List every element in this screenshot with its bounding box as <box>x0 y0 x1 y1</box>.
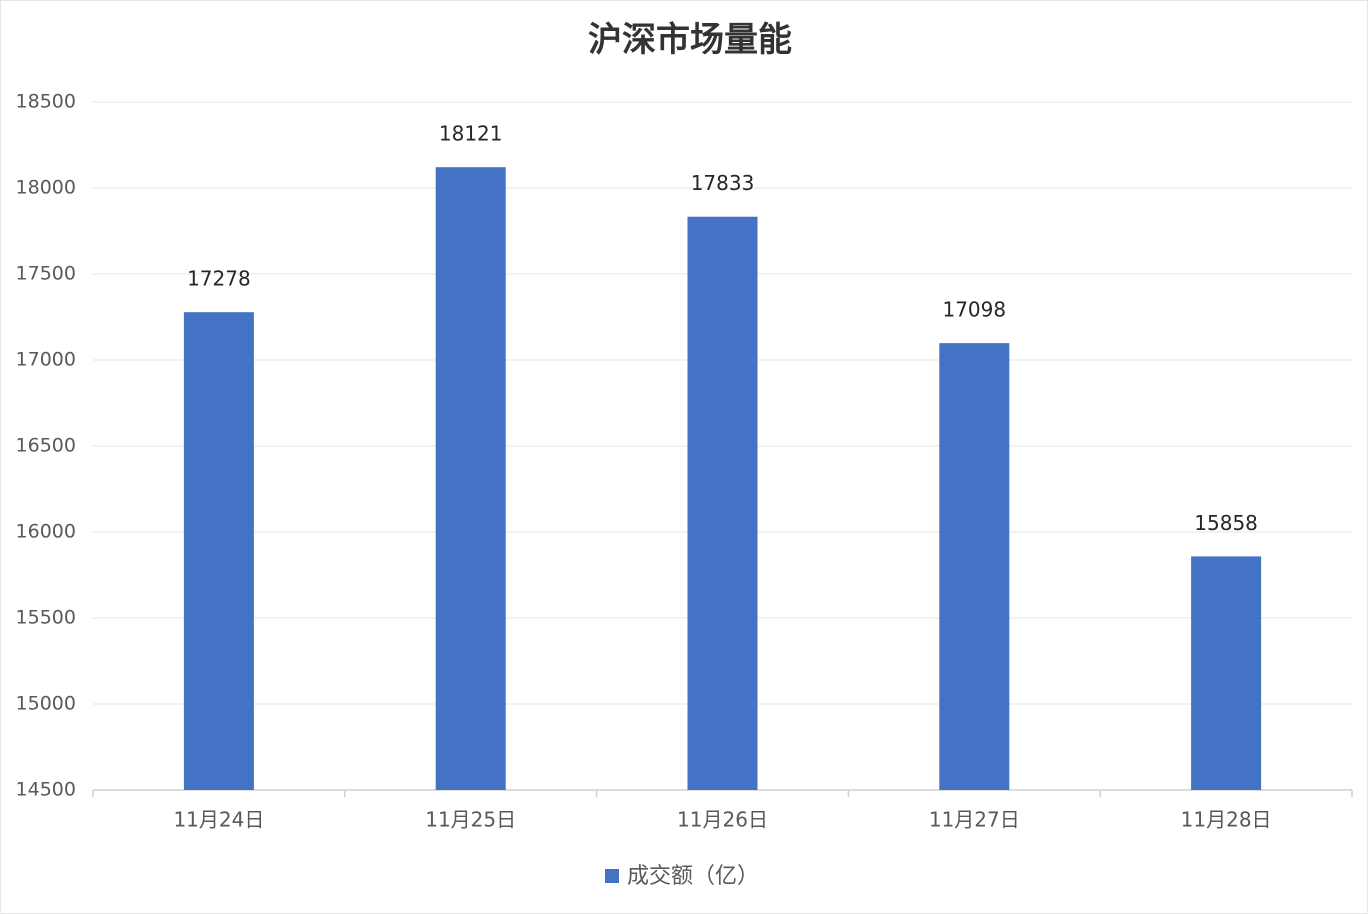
y-tick-label: 18500 <box>16 91 76 113</box>
data-label: 17833 <box>691 171 755 195</box>
x-tick-label: 11月27日 <box>929 808 1020 832</box>
bar <box>1191 556 1262 790</box>
bar <box>939 343 1010 790</box>
legend-swatch <box>605 869 619 883</box>
y-tick-label: 16500 <box>16 435 76 457</box>
y-tick-label: 17500 <box>16 263 76 285</box>
y-tick-label: 17000 <box>16 349 76 371</box>
y-tick-label: 15500 <box>16 607 76 629</box>
x-tick-label: 11月25日 <box>425 808 516 832</box>
bar <box>687 216 758 790</box>
bar <box>183 312 254 790</box>
bar <box>435 167 506 791</box>
data-label: 15858 <box>1194 511 1258 535</box>
y-tick-label: 18000 <box>16 177 76 199</box>
legend-label: 成交额（亿） <box>627 864 759 889</box>
x-tick-label: 11月24日 <box>173 808 264 832</box>
chart-title: 沪深市场量能 <box>588 20 792 60</box>
data-label: 18121 <box>439 122 503 146</box>
x-tick-label: 11月28日 <box>1181 808 1272 832</box>
x-tick-label: 11月26日 <box>677 808 768 832</box>
data-label: 17278 <box>187 267 251 291</box>
y-tick-label: 14500 <box>16 779 76 801</box>
y-tick-label: 16000 <box>16 521 76 543</box>
y-tick-label: 15000 <box>16 693 76 715</box>
data-label: 17098 <box>942 298 1006 322</box>
